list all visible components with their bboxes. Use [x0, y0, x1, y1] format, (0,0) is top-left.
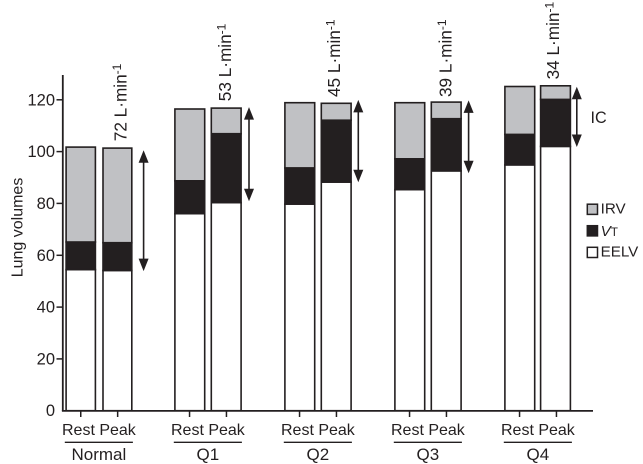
svg-text:72 L·min-1: 72 L·min-1 — [110, 63, 131, 141]
svg-text:Lung volumes: Lung volumes — [9, 178, 26, 278]
svg-text:39 L·min-1: 39 L·min-1 — [435, 19, 456, 97]
svg-text:IC: IC — [591, 109, 607, 127]
svg-text:100: 100 — [27, 143, 55, 161]
svg-text:Rest Peak: Rest Peak — [281, 422, 356, 439]
svg-text:60: 60 — [37, 247, 55, 265]
svg-text:34 L·min-1: 34 L·min-1 — [543, 2, 564, 80]
svg-text:Rest Peak: Rest Peak — [171, 422, 246, 439]
svg-text:IRV: IRV — [601, 201, 627, 218]
svg-text:EELV: EELV — [601, 244, 640, 261]
svg-text:20: 20 — [37, 350, 55, 368]
svg-text:40: 40 — [37, 299, 55, 317]
svg-text:Q4: Q4 — [527, 445, 550, 464]
svg-text:Q3: Q3 — [417, 445, 440, 464]
svg-text:Rest Peak: Rest Peak — [62, 422, 137, 439]
svg-text:VT: VT — [601, 223, 618, 240]
svg-text:80: 80 — [37, 195, 55, 213]
svg-text:Q2: Q2 — [307, 445, 330, 464]
svg-text:Rest Peak: Rest Peak — [391, 422, 466, 439]
svg-text:Normal: Normal — [72, 445, 127, 464]
svg-text:120: 120 — [27, 91, 55, 109]
svg-text:Q1: Q1 — [197, 445, 220, 464]
svg-text:45 L·min-1: 45 L·min-1 — [324, 19, 345, 97]
svg-text:0: 0 — [46, 402, 55, 420]
svg-text:Rest Peak: Rest Peak — [501, 422, 576, 439]
svg-text:53 L·min-1: 53 L·min-1 — [215, 23, 236, 101]
